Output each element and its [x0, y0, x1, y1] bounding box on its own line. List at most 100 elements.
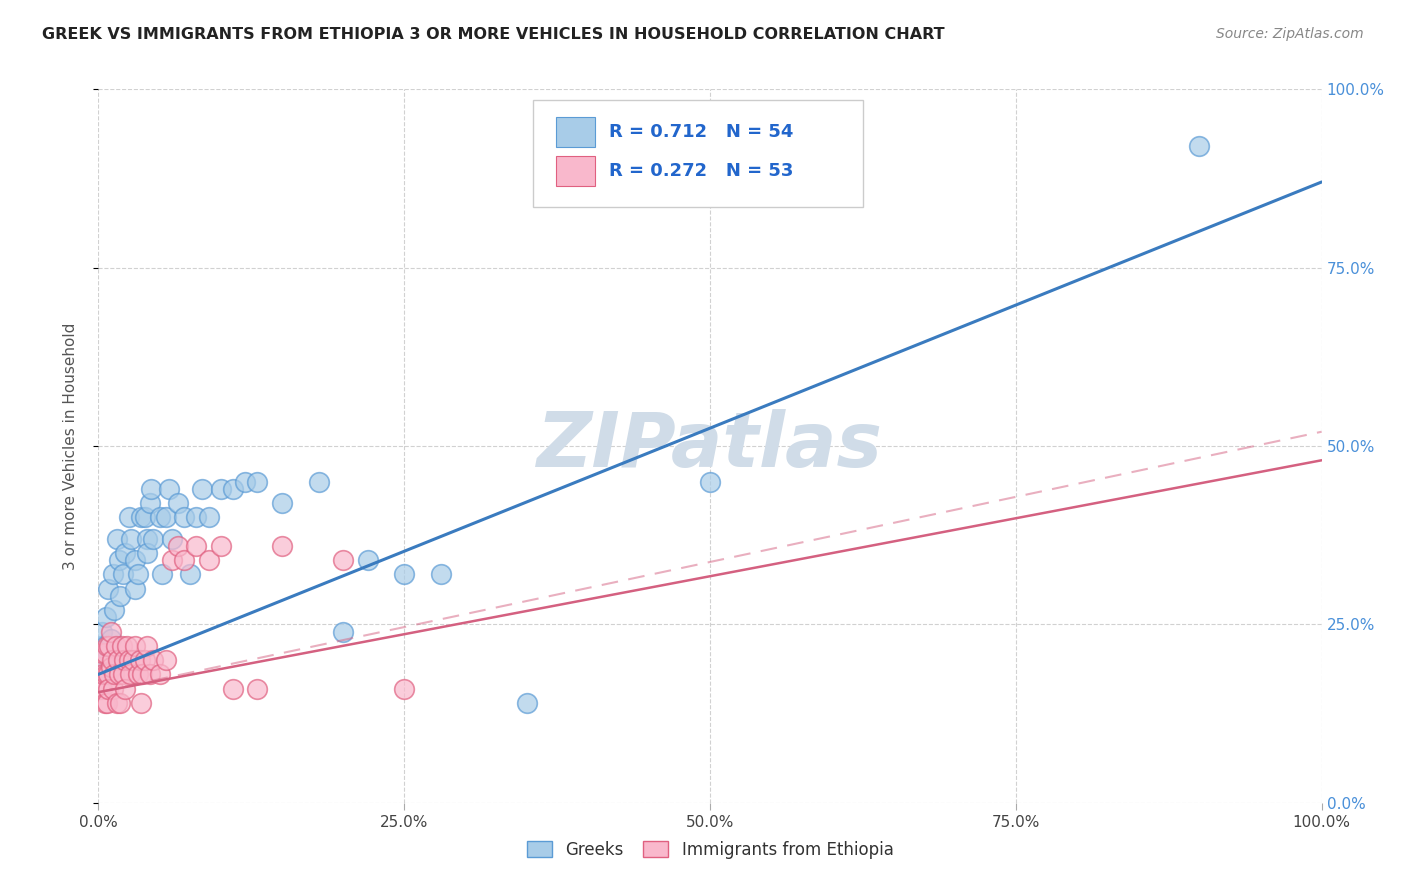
Point — [134, 653, 156, 667]
Point — [173, 510, 195, 524]
Point — [332, 624, 354, 639]
Point — [118, 653, 141, 667]
Text: Source: ZipAtlas.com: Source: ZipAtlas.com — [1216, 27, 1364, 41]
Point — [129, 510, 152, 524]
Point — [155, 653, 177, 667]
Point — [699, 475, 721, 489]
Point — [101, 567, 124, 582]
Point — [139, 667, 162, 681]
Point — [308, 475, 330, 489]
Point — [392, 567, 416, 582]
Point — [173, 553, 195, 567]
Point — [155, 510, 177, 524]
FancyBboxPatch shape — [555, 156, 595, 186]
Point — [209, 539, 232, 553]
Point — [1188, 139, 1211, 153]
Point — [103, 603, 125, 617]
Point — [94, 667, 117, 681]
Point — [157, 482, 180, 496]
Point — [110, 589, 132, 603]
Point — [124, 582, 146, 596]
Text: ZIPatlas: ZIPatlas — [537, 409, 883, 483]
FancyBboxPatch shape — [555, 117, 595, 147]
Point — [142, 653, 165, 667]
Point — [112, 653, 135, 667]
Point — [94, 610, 117, 624]
Point — [108, 553, 131, 567]
Y-axis label: 3 or more Vehicles in Household: 3 or more Vehicles in Household — [63, 322, 77, 570]
Point — [124, 639, 146, 653]
Legend: Greeks, Immigrants from Ethiopia: Greeks, Immigrants from Ethiopia — [520, 835, 900, 866]
Point — [100, 624, 122, 639]
Point — [90, 639, 112, 653]
Point — [209, 482, 232, 496]
Point — [91, 667, 114, 681]
Point — [100, 632, 122, 646]
Point — [136, 546, 159, 560]
Point — [149, 667, 172, 681]
Point — [186, 510, 208, 524]
Point — [97, 582, 120, 596]
Point — [160, 553, 183, 567]
Point — [356, 553, 378, 567]
Point — [111, 667, 134, 681]
Point — [515, 696, 537, 710]
Point — [94, 653, 117, 667]
Point — [89, 681, 111, 696]
Point — [120, 667, 142, 681]
Point — [91, 624, 114, 639]
Point — [105, 696, 128, 710]
Point — [149, 510, 172, 524]
Point — [191, 482, 214, 496]
Point — [93, 639, 115, 653]
Point — [96, 639, 118, 653]
Point — [103, 667, 125, 681]
Point — [90, 660, 112, 674]
Text: R = 0.272   N = 53: R = 0.272 N = 53 — [609, 162, 793, 180]
Point — [197, 510, 219, 524]
Point — [160, 532, 183, 546]
Point — [100, 660, 122, 674]
FancyBboxPatch shape — [533, 100, 863, 207]
Point — [104, 639, 127, 653]
Point — [91, 667, 114, 681]
Point — [110, 696, 132, 710]
Point — [246, 475, 269, 489]
Point — [167, 539, 190, 553]
Point — [139, 496, 162, 510]
Point — [100, 660, 122, 674]
Point — [121, 653, 143, 667]
Point — [332, 553, 354, 567]
Point — [139, 482, 162, 496]
Point — [127, 567, 149, 582]
Point — [430, 567, 453, 582]
Point — [118, 510, 141, 524]
Point — [91, 681, 114, 696]
Point — [120, 532, 142, 546]
Point — [115, 639, 138, 653]
Point — [134, 510, 156, 524]
Point — [108, 667, 131, 681]
Point — [136, 639, 159, 653]
Point — [111, 639, 134, 653]
Point — [129, 653, 152, 667]
Point — [97, 681, 120, 696]
Point — [98, 639, 121, 653]
Point — [105, 532, 128, 546]
Point — [222, 681, 245, 696]
Point — [127, 667, 149, 681]
Point — [101, 653, 124, 667]
Point — [186, 539, 208, 553]
Point — [179, 567, 201, 582]
Text: R = 0.712   N = 54: R = 0.712 N = 54 — [609, 123, 793, 141]
Point — [392, 681, 416, 696]
Point — [91, 646, 114, 660]
Point — [270, 539, 294, 553]
Point — [131, 667, 153, 681]
Point — [107, 653, 129, 667]
Point — [167, 496, 190, 510]
Point — [114, 546, 136, 560]
Point — [142, 532, 165, 546]
Text: GREEK VS IMMIGRANTS FROM ETHIOPIA 3 OR MORE VEHICLES IN HOUSEHOLD CORRELATION CH: GREEK VS IMMIGRANTS FROM ETHIOPIA 3 OR M… — [42, 27, 945, 42]
Point — [246, 681, 269, 696]
